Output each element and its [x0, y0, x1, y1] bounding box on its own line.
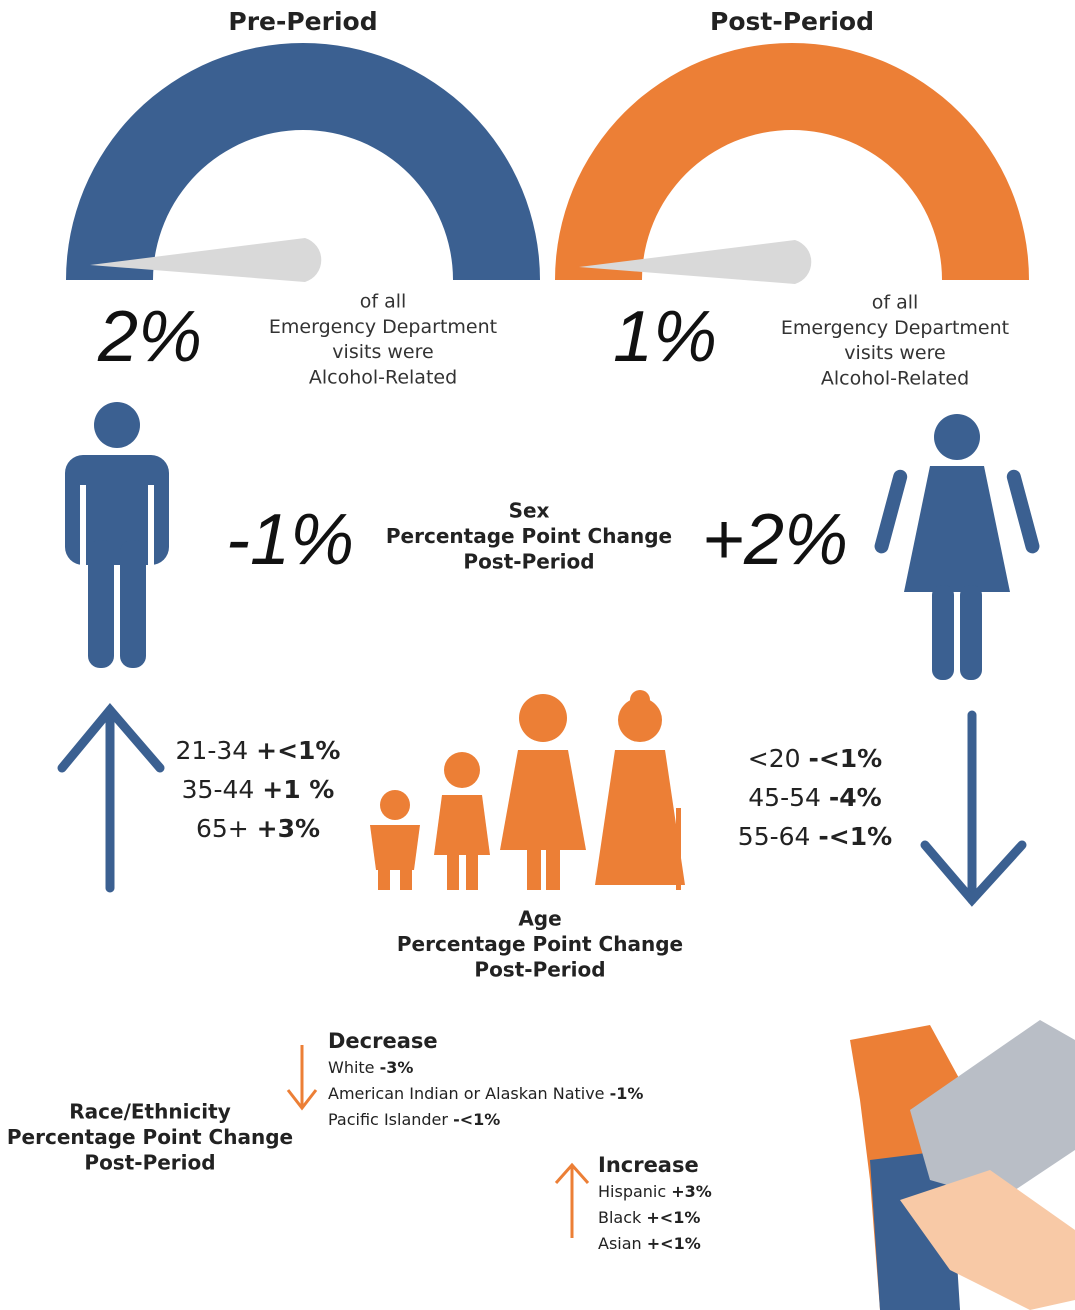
- age-group: 21-34: [176, 736, 249, 765]
- race-title: Post-Period: [84, 1151, 215, 1175]
- race-change: -<1%: [453, 1110, 500, 1129]
- race-change: +<1%: [646, 1208, 700, 1227]
- age-row: 35-44 +1 %: [182, 775, 335, 804]
- caption-line: of all: [872, 292, 919, 314]
- caption-line: Alcohol-Related: [309, 366, 457, 388]
- age-change: -4%: [829, 783, 882, 812]
- post-value: 1%: [613, 297, 717, 377]
- age-change: +1 %: [262, 775, 334, 804]
- caption-line: of all: [360, 291, 407, 313]
- sex-title: Post-Period: [463, 550, 594, 574]
- race-name: Hispanic: [598, 1182, 666, 1201]
- race-name: American Indian or Alaskan Native: [328, 1084, 605, 1103]
- sex-title: Sex: [509, 499, 550, 523]
- age-title: Percentage Point Change: [397, 932, 683, 956]
- female-change: +2%: [702, 500, 848, 580]
- age-change: -<1%: [818, 822, 892, 851]
- male-change: -1%: [226, 500, 354, 580]
- race-heading: Increase: [598, 1153, 699, 1177]
- race-change: +<1%: [647, 1234, 701, 1253]
- race-row: Pacific Islander -<1%: [328, 1110, 500, 1129]
- race-title: Percentage Point Change: [7, 1125, 293, 1149]
- age-row: <20 -<1%: [748, 744, 883, 773]
- hands-illustration: [850, 1020, 1075, 1310]
- age-group: 45-54: [748, 783, 821, 812]
- caption-line: Emergency Department: [781, 317, 1009, 339]
- race-row: American Indian or Alaskan Native -1%: [328, 1084, 643, 1103]
- caption-line: visits were: [844, 342, 945, 364]
- pre-title: Pre-Period: [228, 7, 377, 36]
- race-title: Race/Ethnicity: [69, 1100, 230, 1124]
- infographic: Pre-Period Post-Period 2% 1% -1% +2%: [0, 0, 1075, 1310]
- age-change: -<1%: [808, 744, 882, 773]
- female-icon: [873, 414, 1041, 680]
- age-row: 55-64 -<1%: [738, 822, 892, 851]
- age-title: Post-Period: [474, 958, 605, 982]
- age-title: Age: [518, 907, 561, 931]
- caption-line: visits were: [332, 341, 433, 363]
- race-change: -1%: [610, 1084, 644, 1103]
- age-change: +3%: [257, 814, 320, 843]
- race-change: -3%: [380, 1058, 414, 1077]
- age-change: +<1%: [256, 736, 340, 765]
- race-down-arrow: [288, 1045, 316, 1108]
- pre-value: 2%: [97, 297, 202, 377]
- age-row: 65+ +3%: [196, 814, 320, 843]
- race-name: White: [328, 1058, 375, 1077]
- race-heading: Decrease: [328, 1029, 438, 1053]
- age-row: 21-34 +<1%: [176, 736, 341, 765]
- race-row: White -3%: [328, 1058, 413, 1077]
- sex-title: Percentage Point Change: [386, 524, 672, 548]
- post-title: Post-Period: [710, 7, 874, 36]
- race-name: Asian: [598, 1234, 642, 1253]
- age-group: 55-64: [738, 822, 811, 851]
- race-row: Asian +<1%: [598, 1234, 701, 1253]
- age-row: 45-54 -4%: [748, 783, 881, 812]
- caption-line: Alcohol-Related: [821, 367, 969, 389]
- age-group: 35-44: [182, 775, 255, 804]
- family-icon: [370, 690, 685, 890]
- race-name: Pacific Islander: [328, 1110, 448, 1129]
- race-change: +3%: [671, 1182, 712, 1201]
- age-down-arrow: [925, 715, 1022, 900]
- race-name: Black: [598, 1208, 642, 1227]
- age-group: 65+: [196, 814, 249, 843]
- race-row: Black +<1%: [598, 1208, 700, 1227]
- race-row: Hispanic +3%: [598, 1182, 712, 1201]
- race-up-arrow: [556, 1165, 588, 1238]
- age-up-arrow: [62, 710, 160, 888]
- age-group: <20: [748, 744, 801, 773]
- caption-line: Emergency Department: [269, 316, 497, 338]
